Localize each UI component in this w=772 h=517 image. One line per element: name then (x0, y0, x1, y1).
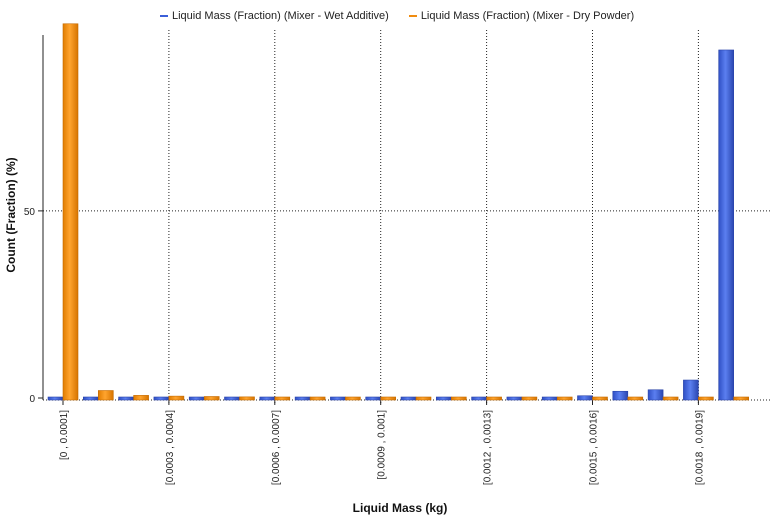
bar-dry-powder-3[interactable] (168, 395, 185, 401)
bar-wet-additive-18[interactable] (683, 379, 699, 401)
bar-dry-powder-2[interactable] (133, 395, 149, 401)
bar-dry-powder-14[interactable] (556, 396, 573, 401)
y-tick-label: 0 (29, 394, 35, 405)
x-tick-label: [0.0018 , 0.0019] (694, 410, 705, 485)
bar-dry-powder-6[interactable] (274, 396, 291, 401)
y-tick-label: 50 (24, 207, 36, 218)
bar-wet-additive-8[interactable] (330, 396, 346, 401)
bar-wet-additive-6[interactable] (259, 396, 276, 401)
bar-dry-powder-0[interactable] (62, 23, 79, 401)
bar-wet-additive-3[interactable] (153, 396, 170, 401)
bar-wet-additive-0[interactable] (47, 396, 64, 401)
bar-wet-additive-19[interactable] (718, 49, 735, 401)
legend-item-wet-additive[interactable]: Liquid Mass (Fraction) (Mixer - Wet Addi… (160, 10, 389, 22)
bars (47, 23, 750, 401)
bar-dry-powder-19[interactable] (733, 396, 750, 401)
legend-swatch-wet-additive (160, 15, 168, 17)
bar-dry-powder-17[interactable] (662, 396, 679, 401)
x-axis-title: Liquid Mass (kg) (353, 501, 448, 515)
bar-wet-additive-2[interactable] (118, 396, 134, 401)
bar-wet-additive-4[interactable] (188, 396, 205, 401)
bar-dry-powder-7[interactable] (309, 396, 326, 401)
bar-dry-powder-16[interactable] (627, 396, 644, 401)
legend-swatch-dry-powder (408, 15, 417, 17)
bar-dry-powder-15[interactable] (592, 396, 608, 401)
tick-labels: 0 50 [0 , 0.0001] [0.0003 , 0.0004] [0.0006 … (24, 207, 706, 485)
bar-wet-additive-12[interactable] (471, 396, 487, 401)
bar-dry-powder-9[interactable] (380, 396, 397, 401)
bar-dry-powder-4[interactable] (203, 396, 220, 401)
x-tick-label: [0.0012 , 0.0013] (483, 410, 494, 485)
bar-wet-additive-14[interactable] (541, 396, 558, 401)
grid (43, 30, 772, 404)
bar-dry-powder-1[interactable] (98, 390, 114, 401)
x-tick-label: [0 , 0.0001] (59, 410, 70, 460)
legend-item-dry-powder[interactable]: Liquid Mass (Fraction) (Mixer - Dry Powd… (408, 10, 635, 22)
bar-dry-powder-5[interactable] (239, 396, 255, 401)
bar-dry-powder-8[interactable] (345, 396, 361, 401)
x-tick-label: [0.0003 , 0.0004] (165, 410, 176, 485)
bar-wet-additive-1[interactable] (83, 396, 99, 401)
bar-dry-powder-10[interactable] (415, 396, 432, 401)
bar-dry-powder-12[interactable] (486, 396, 502, 401)
bar-wet-additive-7[interactable] (294, 396, 311, 401)
bar-wet-additive-5[interactable] (224, 396, 240, 401)
x-tick-label: [0.0015 , 0.0016] (589, 410, 600, 485)
y-axis-title: Count (Fraction) (%) (4, 157, 18, 272)
bar-dry-powder-18[interactable] (698, 396, 714, 401)
x-tick-label: [0.0006 , 0.0007] (271, 410, 282, 485)
x-tick-label: [0.0009 , 0.001] (377, 410, 388, 480)
axes (38, 35, 772, 405)
legend-label-wet-additive: Liquid Mass (Fraction) (Mixer - Wet Addi… (172, 10, 389, 22)
bar-dry-powder-13[interactable] (521, 396, 538, 401)
bar-wet-additive-16[interactable] (612, 390, 629, 401)
bar-dry-powder-11[interactable] (450, 396, 467, 401)
legend-label-dry-powder: Liquid Mass (Fraction) (Mixer - Dry Powd… (420, 10, 635, 22)
bar-wet-additive-9[interactable] (365, 396, 382, 401)
bar-wet-additive-13[interactable] (506, 396, 523, 401)
legend: Liquid Mass (Fraction) (Mixer - Wet Addi… (160, 10, 634, 22)
bar-wet-additive-17[interactable] (647, 389, 664, 401)
bar-wet-additive-11[interactable] (435, 396, 452, 401)
bar-wet-additive-15[interactable] (577, 395, 593, 401)
bar-wet-additive-10[interactable] (400, 396, 417, 401)
